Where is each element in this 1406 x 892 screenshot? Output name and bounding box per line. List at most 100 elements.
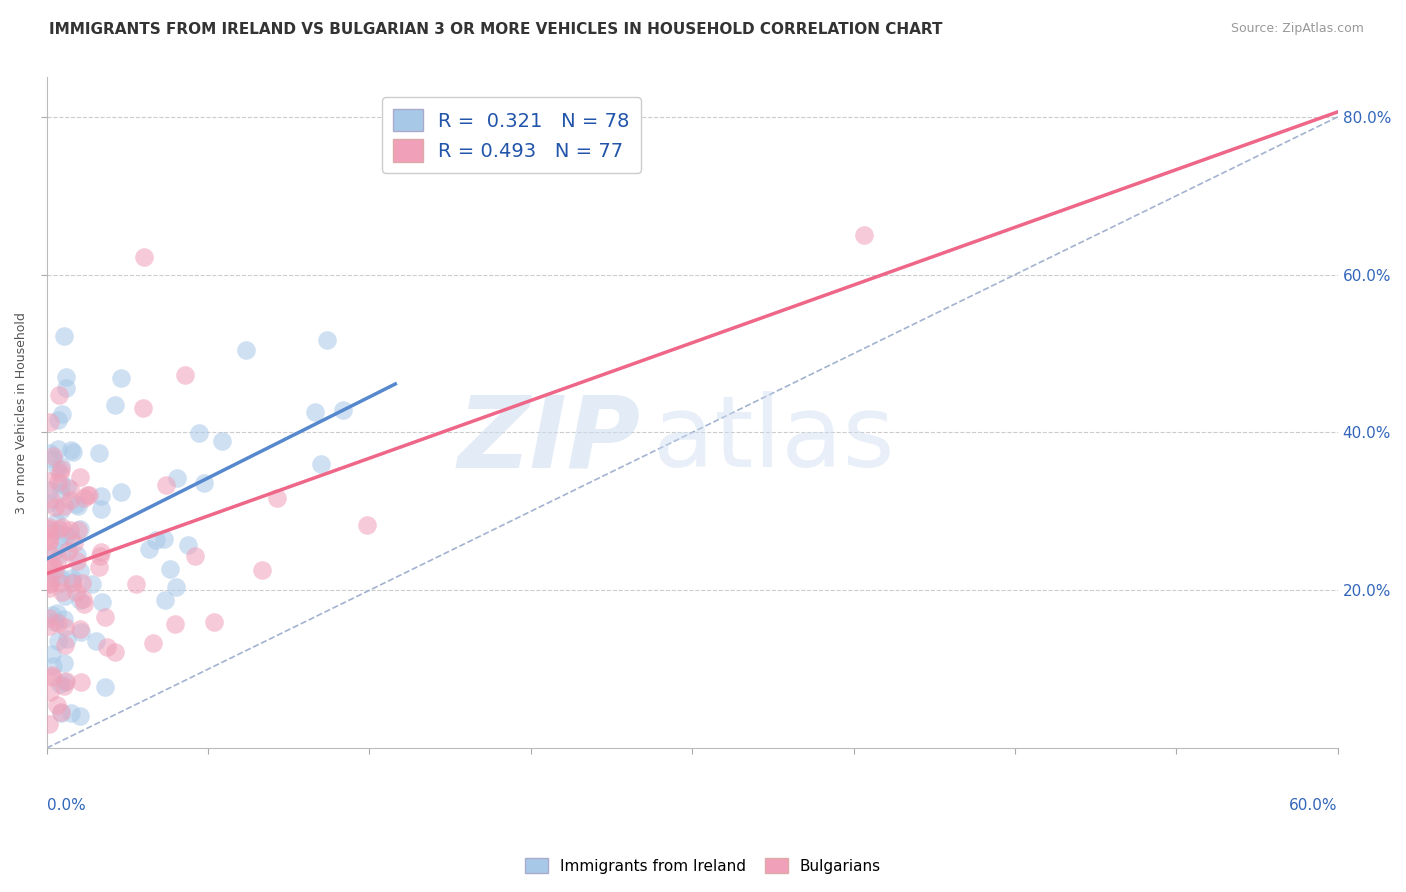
Point	[48, 676, 70, 690]
Point	[42, 659, 65, 673]
Point	[62, 445, 84, 459]
Point	[49, 458, 72, 473]
Point	[70, 625, 93, 640]
Point	[46, 413, 69, 427]
Point	[60, 443, 83, 458]
Point	[69, 564, 91, 578]
Point	[69, 622, 91, 636]
Point	[51, 407, 73, 421]
Point	[38, 496, 60, 510]
Point	[48, 522, 70, 536]
Point	[87, 560, 110, 574]
Point	[165, 580, 187, 594]
Point	[110, 371, 132, 385]
Point	[38, 611, 60, 625]
Point	[53, 329, 76, 343]
Point	[39, 415, 62, 429]
Point	[125, 576, 148, 591]
Point	[46, 698, 69, 713]
Point	[38, 582, 60, 596]
Point	[155, 478, 177, 492]
Point	[56, 632, 79, 646]
Point	[96, 640, 118, 654]
Point	[45, 568, 67, 582]
Point	[67, 523, 90, 537]
Point	[53, 589, 76, 603]
Point	[51, 706, 73, 721]
Point	[193, 475, 215, 490]
Point	[159, 562, 181, 576]
Point	[177, 538, 200, 552]
Point	[49, 477, 72, 491]
Point	[142, 636, 165, 650]
Point	[41, 668, 63, 682]
Point	[53, 679, 76, 693]
Point	[45, 515, 67, 529]
Point	[48, 552, 70, 566]
Y-axis label: 3 or more Vehicles in Household: 3 or more Vehicles in Household	[15, 312, 28, 514]
Point	[59, 492, 82, 507]
Point	[69, 592, 91, 607]
Point	[46, 442, 69, 457]
Point	[45, 606, 67, 620]
Point	[39, 491, 62, 506]
Point	[39, 548, 62, 562]
Point	[41, 648, 63, 662]
Point	[132, 401, 155, 416]
Point	[66, 499, 89, 513]
Point	[309, 457, 332, 471]
Point	[44, 500, 66, 514]
Text: 0.0%: 0.0%	[46, 798, 86, 814]
Point	[49, 503, 72, 517]
Point	[46, 615, 69, 630]
Point	[38, 531, 60, 545]
Point	[211, 434, 233, 448]
Point	[49, 705, 72, 719]
Point	[51, 485, 73, 500]
Point	[55, 673, 77, 688]
Point	[65, 548, 87, 562]
Point	[56, 480, 79, 494]
Point	[69, 709, 91, 723]
Point	[49, 529, 72, 543]
Point	[44, 615, 66, 629]
Point	[38, 685, 60, 699]
Point	[45, 461, 67, 475]
Point	[62, 576, 84, 591]
Point	[132, 250, 155, 264]
Point	[138, 541, 160, 556]
Point	[73, 597, 96, 611]
Point	[69, 522, 91, 536]
Point	[91, 595, 114, 609]
Point	[80, 577, 103, 591]
Legend: Immigrants from Ireland, Bulgarians: Immigrants from Ireland, Bulgarians	[519, 852, 887, 880]
Point	[52, 656, 75, 670]
Point	[49, 570, 72, 584]
Point	[41, 607, 63, 622]
Point	[49, 546, 72, 560]
Point	[152, 532, 174, 546]
Point	[104, 645, 127, 659]
Point	[332, 403, 354, 417]
Point	[70, 575, 93, 590]
Point	[65, 497, 87, 511]
Point	[235, 343, 257, 357]
Point	[55, 528, 77, 542]
Point	[104, 398, 127, 412]
Point	[53, 639, 76, 653]
Point	[49, 575, 72, 590]
Point	[58, 543, 80, 558]
Point	[304, 405, 326, 419]
Point	[38, 474, 60, 488]
Point	[90, 545, 112, 559]
Text: ZIP: ZIP	[457, 391, 641, 488]
Point	[202, 615, 225, 630]
Point	[90, 489, 112, 503]
Point	[69, 469, 91, 483]
Point	[38, 520, 60, 534]
Point	[59, 530, 82, 544]
Point	[38, 483, 60, 497]
Point	[853, 228, 876, 243]
Point	[51, 520, 73, 534]
Legend: R =  0.321   N = 78, R = 0.493   N = 77: R = 0.321 N = 78, R = 0.493 N = 77	[382, 97, 641, 173]
